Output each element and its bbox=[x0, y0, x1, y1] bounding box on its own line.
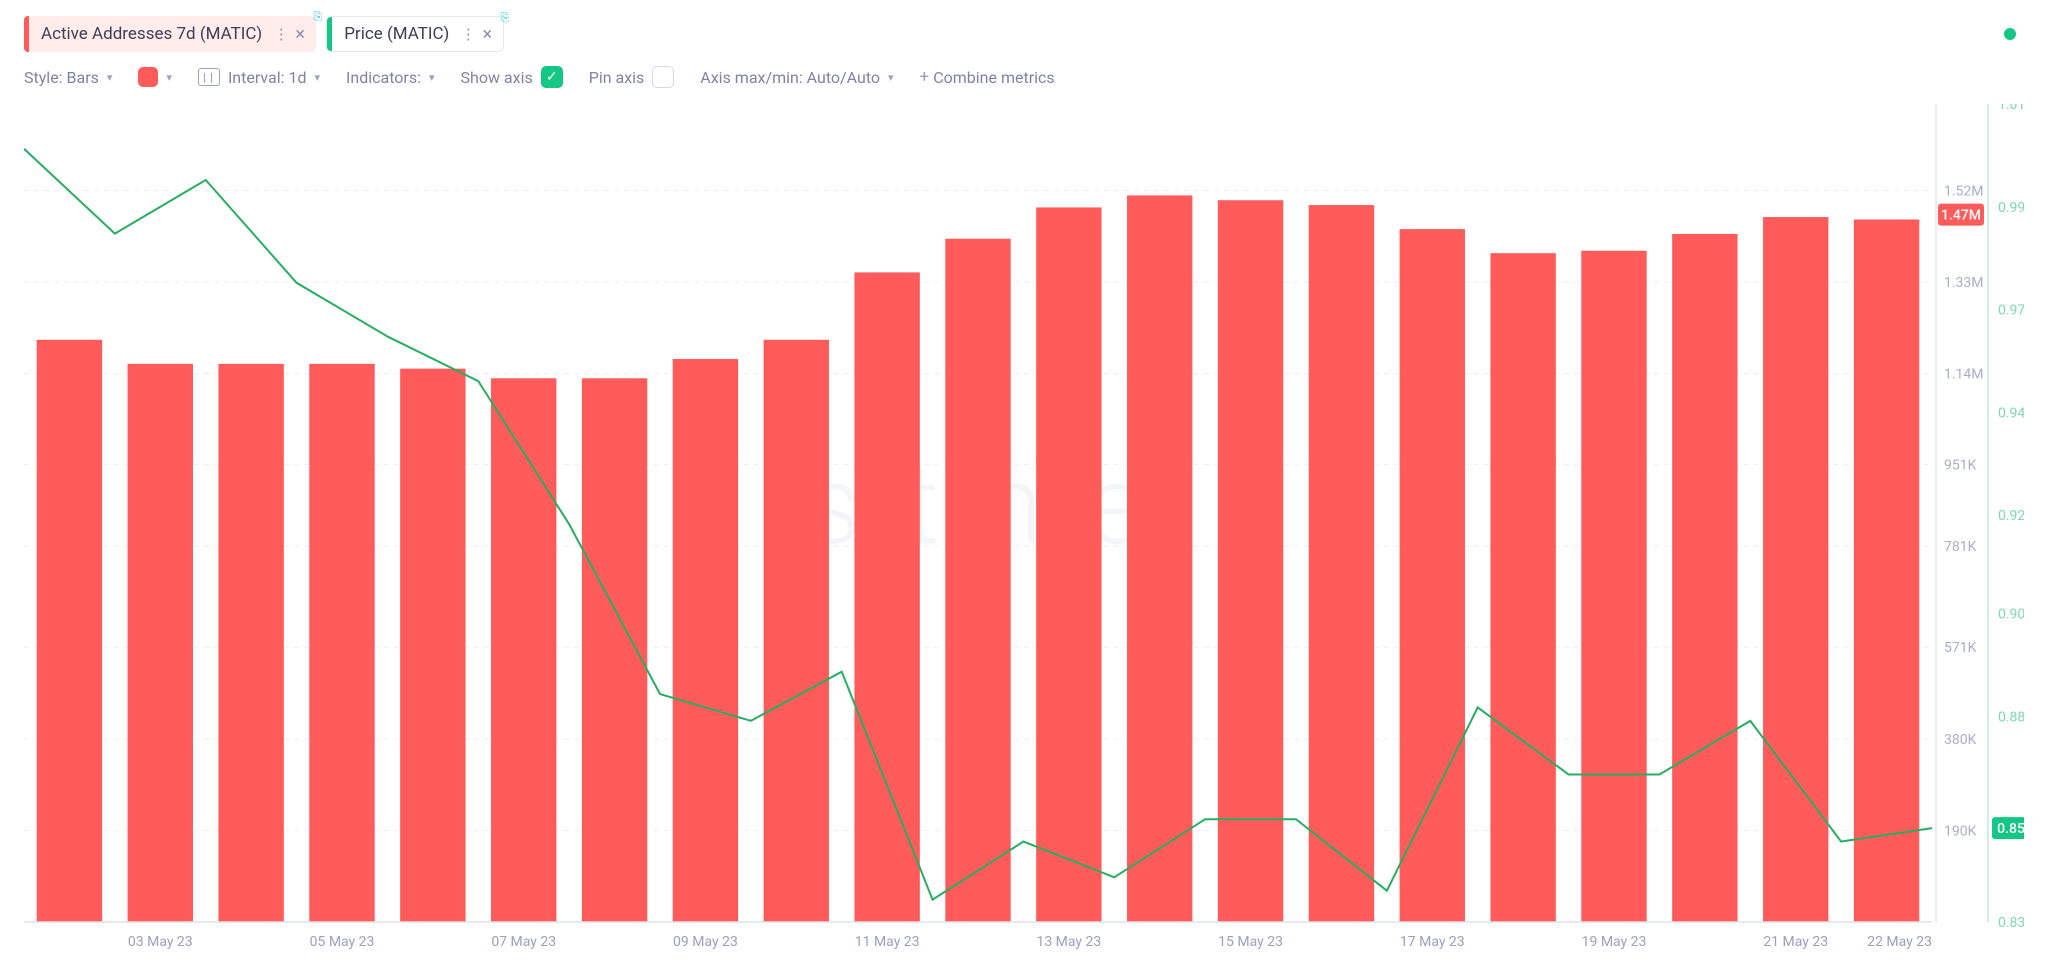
y-right-tick-label: 0.971 bbox=[1998, 303, 2024, 319]
interval-selector[interactable]: Interval: 1d ▾ bbox=[198, 68, 320, 87]
bar[interactable] bbox=[400, 369, 465, 922]
bar[interactable] bbox=[1672, 234, 1737, 922]
pill-label: Price (MATIC) bbox=[332, 24, 459, 44]
bar[interactable] bbox=[1309, 205, 1374, 922]
bar[interactable] bbox=[1854, 219, 1919, 922]
chart-toolbar: Style: Bars ▾ ▾ Interval: 1d ▾ Indicator… bbox=[0, 62, 2048, 102]
checkbox-unchecked-icon bbox=[652, 66, 674, 88]
pin-axis-toggle[interactable]: Pin axis bbox=[589, 66, 675, 88]
indicators-label: Indicators: bbox=[346, 68, 421, 87]
metric-pills-row: Active Addresses 7d (MATIC) ⋮ × ⎘ Price … bbox=[0, 0, 2048, 62]
pill-label: Active Addresses 7d (MATIC) bbox=[29, 24, 272, 44]
pin-axis-label: Pin axis bbox=[589, 68, 645, 87]
y-left-tick-label: 1.14M bbox=[1944, 366, 1984, 382]
bar[interactable] bbox=[37, 340, 102, 922]
bar[interactable] bbox=[1218, 200, 1283, 922]
y-right-tick-label: 1.017 bbox=[1998, 104, 2024, 113]
chevron-down-icon: ▾ bbox=[888, 71, 894, 84]
y-right-tick-label: 0.834 bbox=[1998, 915, 2024, 931]
x-tick-label: 21 May 23 bbox=[1763, 934, 1828, 950]
chevron-down-icon: ▾ bbox=[315, 71, 321, 84]
axis-minmax-label: Axis max/min: Auto/Auto bbox=[700, 68, 880, 87]
chart-container: s t n e03 May 2305 May 2307 May 2309 May… bbox=[24, 104, 2024, 956]
bar[interactable] bbox=[1581, 251, 1646, 922]
chart-svg[interactable]: s t n e03 May 2305 May 2307 May 2309 May… bbox=[24, 104, 2024, 956]
kebab-icon[interactable]: ⋮ bbox=[272, 25, 290, 43]
bar[interactable] bbox=[945, 239, 1010, 922]
color-swatch bbox=[138, 67, 158, 87]
show-axis-toggle[interactable]: Show axis ✓ bbox=[461, 66, 563, 88]
status-dot bbox=[2004, 28, 2016, 40]
style-label: Style: Bars bbox=[24, 68, 99, 87]
x-tick-label: 05 May 23 bbox=[310, 934, 375, 950]
y-right-tick-label: 0.948 bbox=[1998, 405, 2024, 421]
interval-icon bbox=[198, 68, 220, 86]
bar[interactable] bbox=[1036, 207, 1101, 922]
metric-pill-active-addresses[interactable]: Active Addresses 7d (MATIC) ⋮ × ⎘ bbox=[24, 16, 316, 52]
axis-minmax-selector[interactable]: Axis max/min: Auto/Auto ▾ bbox=[700, 68, 893, 87]
y-right-tick-label: 0.88 bbox=[1998, 709, 2024, 725]
bar[interactable] bbox=[1400, 229, 1465, 922]
bar[interactable] bbox=[673, 359, 738, 922]
chevron-down-icon: ▾ bbox=[429, 71, 435, 84]
y-right-tick-label: 0.994 bbox=[1998, 200, 2024, 216]
chevron-down-icon: ▾ bbox=[107, 71, 113, 84]
bar[interactable] bbox=[854, 272, 919, 922]
metric-pill-price[interactable]: Price (MATIC) ⋮ × ⎘ bbox=[326, 16, 504, 52]
bar[interactable] bbox=[128, 364, 193, 922]
y-right-tick-label: 0.925 bbox=[1998, 508, 2024, 524]
y-left-tick-label: 1.52M bbox=[1944, 184, 1984, 200]
chevron-down-icon: ▾ bbox=[166, 71, 172, 84]
plus-icon: + bbox=[920, 67, 930, 87]
x-tick-label: 03 May 23 bbox=[128, 934, 193, 950]
bar[interactable] bbox=[309, 364, 374, 922]
y-left-tick-label: 380K bbox=[1944, 732, 1977, 748]
y-left-tick-label: 571K bbox=[1944, 640, 1977, 656]
link-icon: ⎘ bbox=[501, 11, 510, 25]
x-tick-label: 15 May 23 bbox=[1218, 934, 1283, 950]
x-tick-label: 19 May 23 bbox=[1582, 934, 1647, 950]
kebab-icon[interactable]: ⋮ bbox=[459, 25, 477, 43]
x-tick-label: 13 May 23 bbox=[1036, 934, 1101, 950]
y-right-tick-label: 0.903 bbox=[1998, 607, 2024, 623]
bar[interactable] bbox=[1763, 217, 1828, 922]
y-left-tick-label: 781K bbox=[1944, 539, 1977, 555]
bar[interactable] bbox=[764, 340, 829, 922]
x-tick-label: 22 May 23 bbox=[1867, 934, 1932, 950]
interval-label: Interval: 1d bbox=[228, 68, 307, 87]
x-tick-label: 09 May 23 bbox=[673, 934, 738, 950]
y-right-badge-text: 0.855 bbox=[1997, 821, 2024, 837]
y-left-tick-label: 951K bbox=[1944, 457, 1977, 473]
combine-metrics-button[interactable]: + Combine metrics bbox=[920, 67, 1055, 87]
y-left-tick-label: 1.33M bbox=[1944, 275, 1984, 291]
style-selector[interactable]: Style: Bars ▾ bbox=[24, 68, 112, 87]
y-left-badge-text: 1.47M bbox=[1941, 208, 1981, 224]
close-icon[interactable]: × bbox=[477, 24, 503, 45]
link-icon: ⎘ bbox=[313, 10, 322, 24]
x-tick-label: 11 May 23 bbox=[855, 934, 920, 950]
bar[interactable] bbox=[491, 378, 556, 922]
bar[interactable] bbox=[218, 364, 283, 922]
x-tick-label: 07 May 23 bbox=[491, 934, 556, 950]
show-axis-label: Show axis bbox=[461, 68, 533, 87]
y-left-tick-label: 190K bbox=[1944, 824, 1977, 840]
indicators-selector[interactable]: Indicators: ▾ bbox=[346, 68, 434, 87]
bar[interactable] bbox=[1490, 253, 1555, 922]
close-icon[interactable]: × bbox=[290, 24, 316, 45]
combine-label: Combine metrics bbox=[933, 68, 1054, 87]
checkbox-checked-icon: ✓ bbox=[541, 66, 563, 88]
x-tick-label: 17 May 23 bbox=[1400, 934, 1465, 950]
bar[interactable] bbox=[1127, 195, 1192, 922]
color-selector[interactable]: ▾ bbox=[138, 67, 172, 87]
